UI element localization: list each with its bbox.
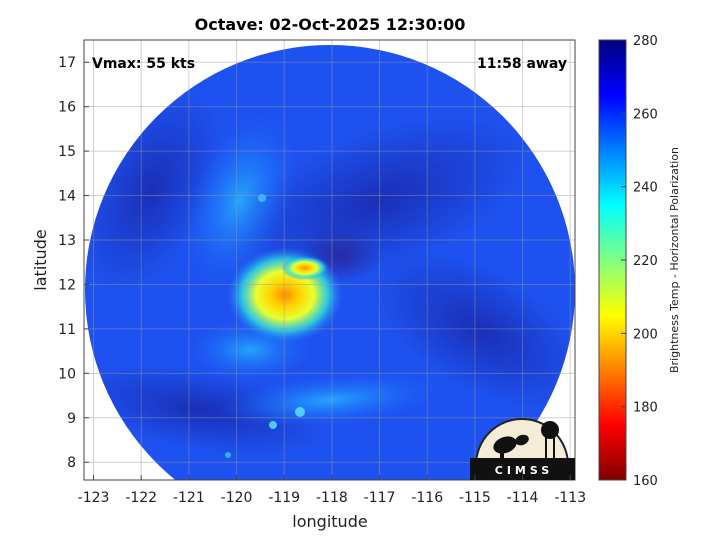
x-tick-label: -121	[173, 490, 205, 506]
x-tick-label: -122	[125, 490, 157, 506]
colorbar-label: Brightness Temp - Horizontal Polarizatio…	[668, 147, 681, 373]
colorbar-tick-label: 280	[633, 34, 658, 49]
x-tick-label: -115	[459, 490, 491, 506]
time-away-annotation: 11:58 away	[477, 56, 567, 72]
y-tick-label: 15	[58, 144, 76, 160]
colorbar-tick-label: 160	[633, 474, 658, 489]
x-tick-label: -123	[78, 490, 110, 506]
chart-title: Octave: 02-Oct-2025 12:30:00	[195, 15, 466, 34]
y-tick-label: 12	[58, 277, 76, 293]
y-tick-label: 9	[67, 411, 76, 427]
vmax-annotation: Vmax: 55 kts	[92, 56, 195, 72]
satellite-dish-icon	[493, 434, 529, 462]
cimss-logo: CIMSS	[470, 418, 575, 480]
x-tick-label: -120	[221, 490, 253, 506]
y-axis-label: latitude	[31, 229, 50, 290]
y-tick-label: 8	[67, 455, 76, 471]
colorbar-ticks: 160 180 200 220 240 260 280	[621, 34, 658, 489]
colorbar-tick-label: 240	[633, 181, 658, 196]
x-axis: -123 -122 -121 -120 -119 -118 -117 -116 -115 -114…	[78, 475, 586, 506]
axes-frame	[83, 39, 576, 481]
x-tick-label: -119	[268, 490, 300, 506]
colorbar-tick-label: 200	[633, 327, 658, 342]
y-tick-label: 13	[58, 233, 76, 249]
plot-area: Vmax: 55 kts 11:58 away CIMSS	[83, 39, 576, 481]
x-tick-label: -113	[554, 490, 586, 506]
y-tick-label: 16	[58, 100, 76, 116]
x-tick-label: -116	[411, 490, 443, 506]
x-tick-label: -118	[316, 490, 348, 506]
x-tick-label: -114	[507, 490, 539, 506]
colorbar-tick-label: 180	[633, 401, 658, 416]
water-tower-icon	[541, 421, 559, 465]
grid-lines	[84, 40, 575, 480]
y-axis: 8 9 10 11 12 13 14 15 16 17	[58, 55, 89, 471]
y-tick-label: 10	[58, 366, 76, 382]
colorbar-tick-label: 220	[633, 254, 658, 269]
logo-text: CIMSS	[495, 464, 553, 477]
colorbar: 160 180 200 220 240 260 280 Brightness Temp - …	[598, 34, 681, 489]
x-tick-label: -117	[364, 490, 396, 506]
x-axis-label: longitude	[292, 512, 367, 531]
colorbar-tick-label: 260	[633, 107, 658, 122]
y-tick-label: 17	[58, 55, 76, 71]
y-tick-label: 11	[58, 322, 76, 338]
y-tick-label: 14	[58, 189, 76, 205]
